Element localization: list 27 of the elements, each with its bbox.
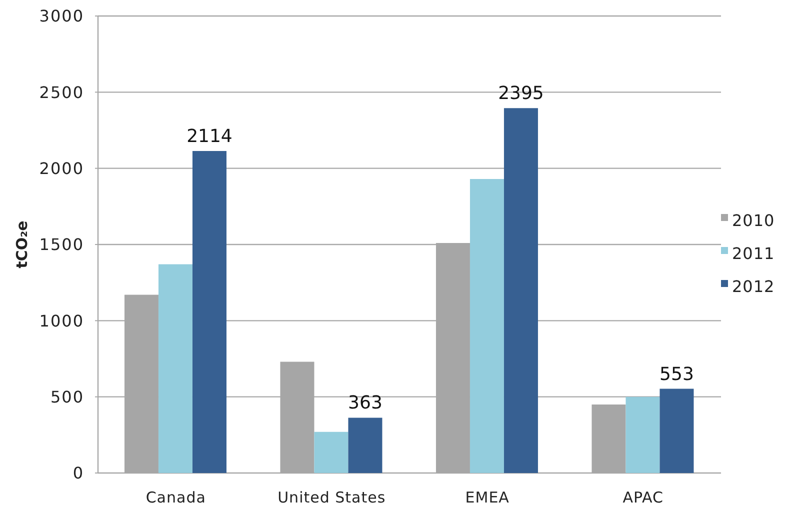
data-label: 553 — [660, 364, 694, 385]
legend-label: 2011 — [732, 244, 775, 263]
data-label: 2395 — [498, 83, 544, 104]
y-tick-label: 500 — [50, 388, 84, 407]
bar — [504, 108, 538, 473]
x-tick-label: United States — [278, 488, 386, 507]
data-label: 2114 — [186, 126, 232, 147]
y-tick-label: 1500 — [39, 235, 84, 254]
bar — [470, 178, 504, 473]
data-label: 363 — [348, 392, 382, 414]
x-tick-label: EMEA — [465, 488, 510, 507]
bar — [192, 150, 226, 473]
legend-label: 2012 — [732, 277, 775, 296]
y-tick-label: 3000 — [39, 6, 84, 26]
bar — [314, 432, 348, 473]
y-tick-label: 1000 — [39, 311, 84, 330]
y-tick-label: 2000 — [39, 159, 84, 178]
bar — [158, 264, 192, 473]
bar — [660, 388, 694, 473]
x-tick-label: APAC — [622, 488, 664, 507]
bar — [348, 418, 382, 473]
x-tick-label: Canada — [146, 488, 206, 507]
y-tick-label: 0 — [72, 464, 84, 483]
y-tick-label: 2500 — [39, 82, 84, 102]
bar — [626, 396, 660, 473]
legend-label: 2010 — [732, 211, 775, 230]
y-axis-title: tCO₂e — [13, 220, 31, 268]
